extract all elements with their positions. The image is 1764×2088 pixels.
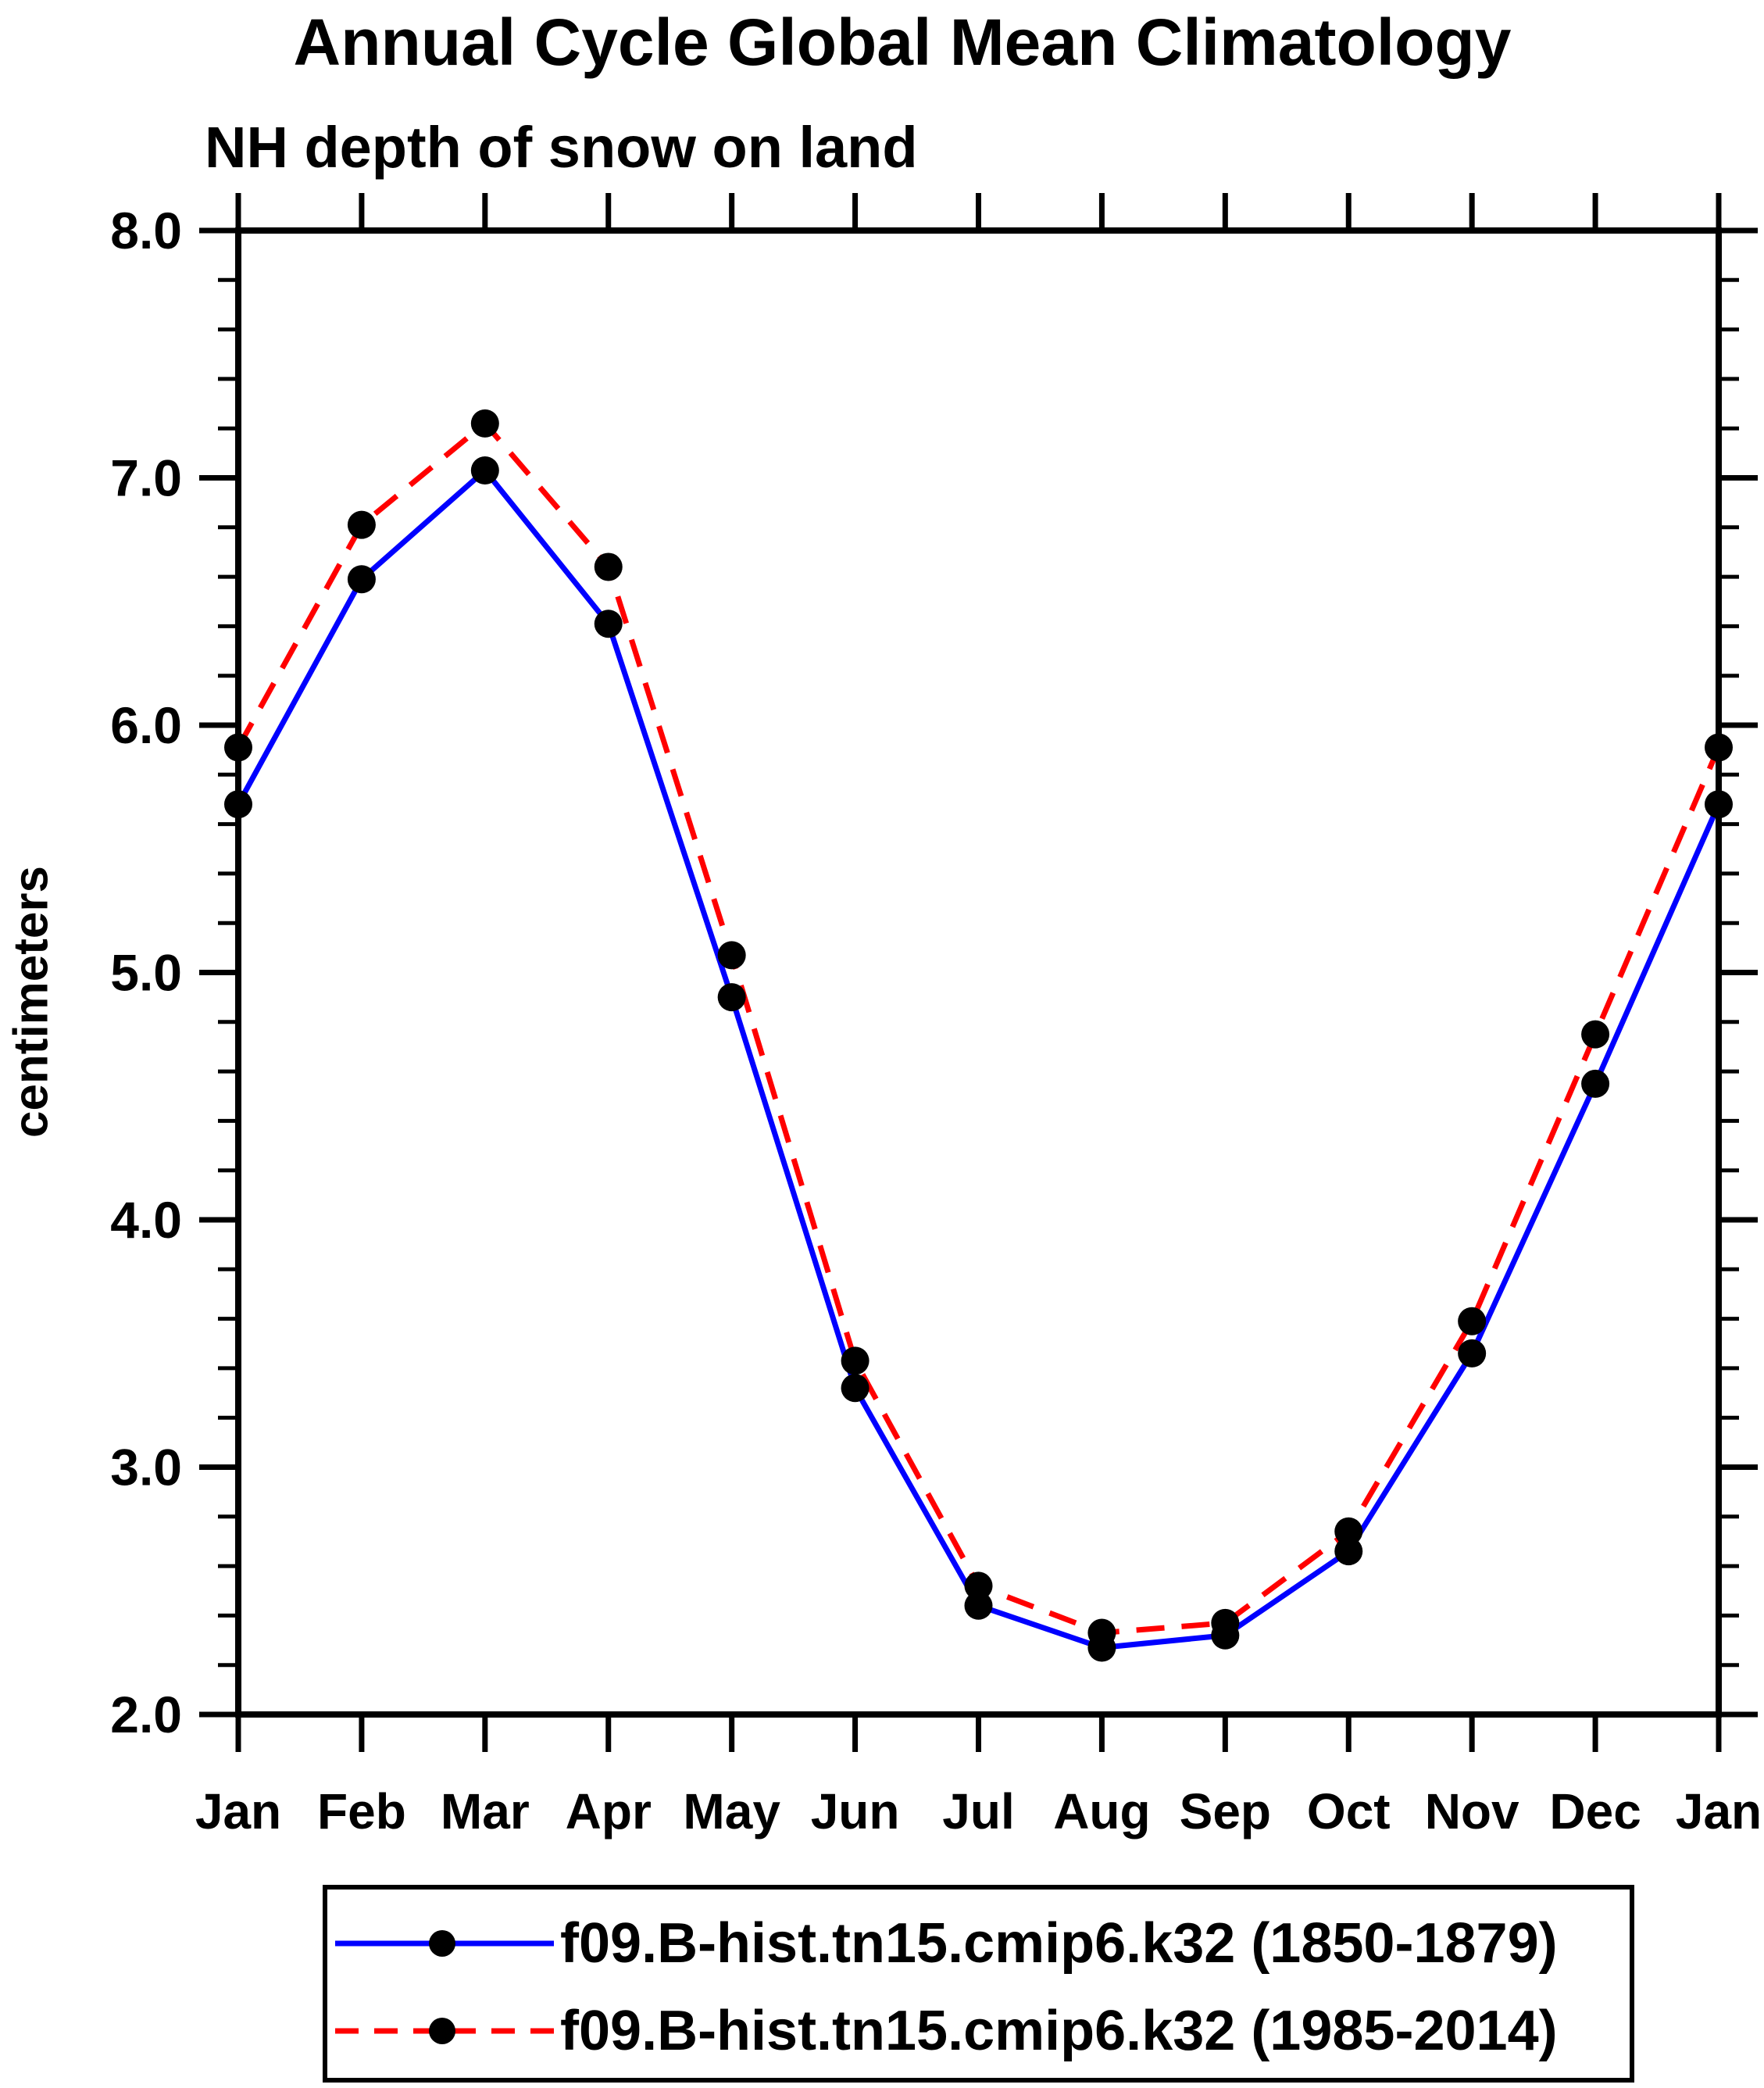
data-point-marker-0 [347,565,376,594]
y-tick-label: 4.0 [110,1191,182,1249]
data-point-marker-0 [594,610,623,638]
y-tick-label: 3.0 [110,1439,182,1496]
x-tick-label: Jan [1676,1783,1762,1840]
x-tick-label: Jan [195,1783,281,1840]
data-point-marker-0 [224,790,252,819]
data-point-marker-0 [470,456,499,485]
legend-label: f09.B-hist.tn15.cmip6.k32 (1850-1879) [560,1912,1558,1975]
data-point-marker-0 [964,1591,993,1620]
data-point-marker-0 [1705,790,1733,819]
data-point-marker-1 [470,409,499,438]
y-tick-label: 7.0 [110,449,182,507]
legend-marker-dot [429,2018,455,2044]
data-point-marker-1 [717,941,746,970]
data-point-marker-1 [841,1346,870,1375]
y-tick-label: 2.0 [110,1686,182,1743]
data-point-marker-1 [1087,1618,1116,1647]
y-tick-label: 8.0 [110,202,182,259]
x-tick-label: Mar [441,1783,530,1840]
series-line-0 [235,467,1722,1651]
legend-swatch-dashed-line [335,2018,554,2044]
series-line-1 [235,420,1722,1636]
y-tick-label: 5.0 [110,944,182,1002]
x-tick-label: Aug [1053,1783,1150,1840]
data-point-marker-1 [1458,1307,1487,1335]
x-tick-label: Apr [566,1783,652,1840]
data-point-marker-1 [1581,1020,1610,1049]
legend: f09.B-hist.tn15.cmip6.k32 (1850-1879) f0… [323,1885,1634,2083]
chart-title: Annual Cycle Global Mean Climatology [293,5,1512,79]
x-tick-label: Sep [1180,1783,1271,1840]
x-tick-label: Nov [1425,1783,1519,1840]
legend-item-1985-2014: f09.B-hist.tn15.cmip6.k32 (1985-2014) [335,2000,1558,2062]
chart-subtitle: NH depth of snow on land [205,115,918,180]
legend-label: f09.B-hist.tn15.cmip6.k32 (1985-2014) [560,2000,1558,2062]
x-tick-label: Jun [811,1783,900,1840]
x-tick-label: Jul [942,1783,1014,1840]
legend-item-1850-1879: f09.B-hist.tn15.cmip6.k32 (1850-1879) [335,1912,1558,1975]
x-tick-label: May [683,1783,780,1840]
data-point-marker-0 [841,1374,870,1403]
data-point-marker-1 [224,733,252,762]
data-point-marker-0 [1458,1339,1487,1368]
data-point-marker-1 [1211,1608,1240,1637]
legend-swatch-solid-line [335,1930,554,1957]
data-point-marker-1 [1705,733,1733,762]
x-tick-label: Dec [1549,1783,1641,1840]
data-point-marker-1 [964,1571,993,1600]
data-point-marker-1 [347,510,376,539]
data-point-marker-1 [1334,1517,1363,1546]
plot-frame [235,227,1722,1718]
x-tick-label: Feb [317,1783,406,1840]
legend-marker-dot [429,1930,455,1957]
data-point-marker-0 [717,983,746,1012]
data-point-marker-1 [594,552,623,581]
y-tick-label: 6.0 [110,696,182,754]
x-tick-label: Oct [1307,1783,1391,1840]
data-point-marker-0 [1334,1537,1363,1566]
data-point-marker-0 [1581,1069,1610,1098]
